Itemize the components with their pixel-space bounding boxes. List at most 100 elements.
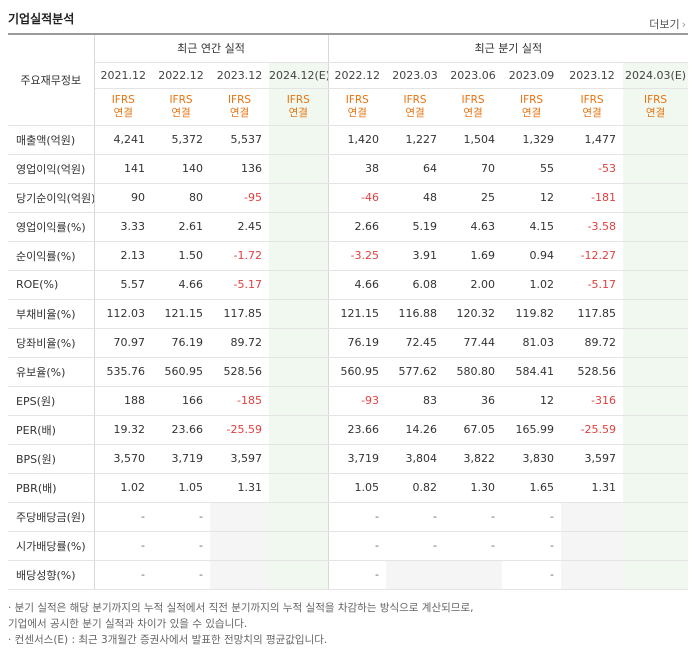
table-cell	[269, 212, 329, 242]
table-cell	[210, 531, 269, 561]
table-row: 당기순이익(억원) 90 80 -95 -46 48 25 12 -181	[8, 183, 689, 213]
table-cell	[561, 531, 624, 561]
table-cell: 48	[386, 183, 445, 213]
table-cell: 3.33	[94, 212, 152, 242]
row-label: 당기순이익(억원)	[8, 183, 95, 213]
table-cell	[269, 154, 329, 184]
table-row: PER(배) 19.32 23.66 -25.59 23.66 14.26 67.05 165…	[8, 415, 689, 445]
table-cell: 81.03	[502, 328, 562, 358]
row-label: 배당성향(%)	[8, 560, 95, 590]
table-cell: 3,719	[328, 444, 387, 474]
ifrs-label: IFRS 연결	[623, 88, 689, 126]
ifrs-line1: IFRS	[644, 93, 668, 106]
table-cell: 1,420	[328, 125, 387, 155]
period-header: 2023.09	[502, 62, 562, 89]
table-cell: 77.44	[444, 328, 503, 358]
table-cell: -181	[561, 183, 624, 213]
table-cell	[623, 241, 689, 271]
table-cell: 1.05	[152, 473, 210, 503]
table-cell: -1.72	[210, 241, 269, 271]
table-cell: 1,329	[502, 125, 562, 155]
ifrs-line2: 연결	[171, 106, 191, 119]
table-cell	[623, 473, 689, 503]
table-cell: 136	[210, 154, 269, 184]
table-row: ROE(%) 5.57 4.66 -5.17 4.66 6.08 2.00 1.02 -5.17	[8, 270, 689, 300]
more-label: 더보기	[649, 18, 680, 31]
row-label: BPS(원)	[8, 444, 95, 474]
row-label: 순이익률(%)	[8, 241, 95, 271]
table-row: 매출액(억원) 4,241 5,372 5,537 1,420 1,227 1,504 1,3…	[8, 125, 689, 155]
ifrs-line1: IFRS	[169, 93, 193, 106]
ifrs-label: IFRS 연결	[502, 88, 562, 126]
table-cell: -	[502, 502, 562, 532]
ifrs-line2: 연결	[229, 106, 250, 119]
table-cell: 117.85	[210, 299, 269, 329]
period-header: 2021.12	[94, 62, 152, 89]
period-header: 2024.12(E)	[269, 62, 329, 89]
table-row: 영업이익률(%) 3.33 2.61 2.45 2.66 5.19 4.63 4.15 -3.5…	[8, 212, 689, 242]
ifrs-line2: 연결	[645, 106, 666, 119]
more-link[interactable]: 더보기 ›	[649, 16, 686, 32]
row-label: 영업이익률(%)	[8, 212, 95, 242]
table-cell: 580.80	[444, 357, 503, 387]
ifrs-line2: 연결	[405, 106, 425, 119]
table-cell: -95	[210, 183, 269, 213]
table-cell	[561, 502, 624, 532]
table-cell	[623, 357, 689, 387]
table-cell: 560.95	[152, 357, 210, 387]
table-row: PBR(배) 1.02 1.05 1.31 1.05 0.82 1.30 1.65 1.31	[8, 473, 689, 503]
table-row: 영업이익(억원) 141 140 136 38 64 70 55 -53	[8, 154, 689, 184]
table-cell: -	[152, 531, 210, 561]
ifrs-label: IFRS 연결	[152, 88, 210, 126]
table-cell: 1.02	[94, 473, 152, 503]
table-cell: 1.69	[444, 241, 503, 271]
table-cell: 4.66	[152, 270, 210, 300]
ifrs-label: IFRS 연결	[328, 88, 387, 126]
table-cell: 1.50	[152, 241, 210, 271]
table-cell: 2.66	[328, 212, 387, 242]
table-cell: 3,822	[444, 444, 503, 474]
ifrs-line1: IFRS	[286, 93, 310, 106]
table-cell: 83	[386, 386, 445, 416]
table-cell: 5.57	[94, 270, 152, 300]
table-cell: 165.99	[502, 415, 562, 445]
table-cell: 112.03	[94, 299, 152, 329]
table-cell: -53	[561, 154, 624, 184]
ifrs-line1: IFRS	[345, 93, 369, 106]
ifrs-line1: IFRS	[227, 93, 252, 106]
financial-table: 주요재무정보 최근 연간 실적 최근 분기 실적 2021.12 2022.12 2…	[8, 33, 689, 590]
table-cell: -185	[210, 386, 269, 416]
table-cell: 4,241	[94, 125, 152, 155]
row-header-label: 주요재무정보	[8, 33, 95, 126]
table-cell: 2.61	[152, 212, 210, 242]
period-header: 2022.12	[328, 62, 387, 89]
ifrs-line2: 연결	[288, 106, 308, 119]
table-cell	[444, 560, 503, 590]
table-cell: -5.17	[561, 270, 624, 300]
row-label: PBR(배)	[8, 473, 95, 503]
table-cell	[623, 270, 689, 300]
table-cell: 38	[328, 154, 387, 184]
table-cell: 140	[152, 154, 210, 184]
ifrs-label: IFRS 연결	[444, 88, 503, 126]
table-cell: 117.85	[561, 299, 624, 329]
period-header: 2024.03(E)	[623, 62, 689, 89]
table-cell: 14.26	[386, 415, 445, 445]
table-cell	[623, 328, 689, 358]
table-cell: 70	[444, 154, 503, 184]
table-cell: 36	[444, 386, 503, 416]
chevron-right-icon: ›	[681, 18, 686, 31]
table-cell: 89.72	[561, 328, 624, 358]
ifrs-label: IFRS 연결	[269, 88, 329, 126]
table-cell: 116.88	[386, 299, 445, 329]
table-cell	[623, 386, 689, 416]
table-cell: 1.65	[502, 473, 562, 503]
row-label: PER(배)	[8, 415, 95, 445]
table-cell: -	[328, 502, 387, 532]
table-row: 시가배당률(%) - - - - - -	[8, 531, 689, 561]
section-title: 기업실적분석	[8, 12, 75, 26]
ifrs-label: IFRS 연결	[386, 88, 445, 126]
table-cell: 19.32	[94, 415, 152, 445]
table-cell	[561, 560, 624, 590]
ifrs-line1: IFRS	[580, 93, 604, 106]
